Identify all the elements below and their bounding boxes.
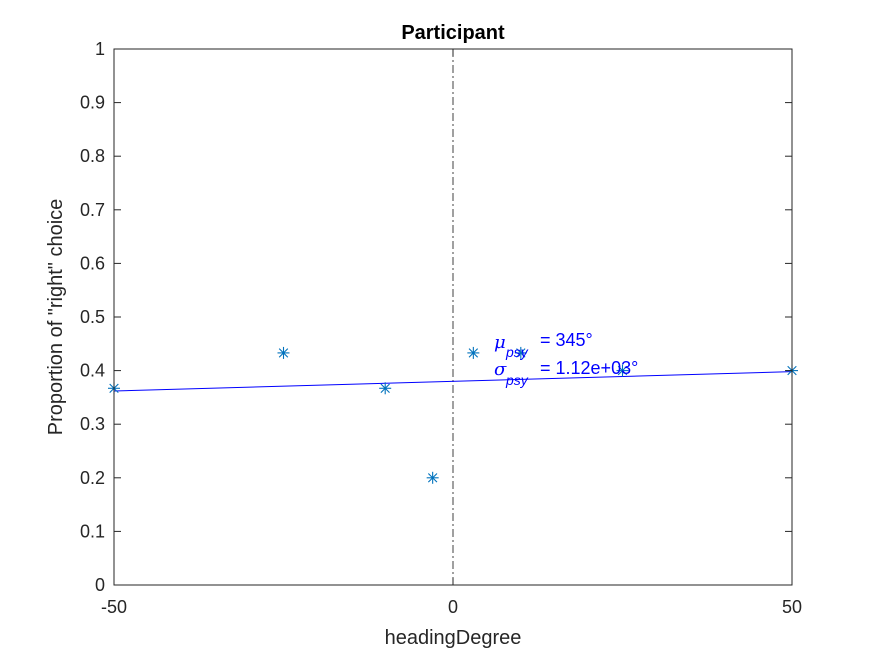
y-tick-label: 0.7 — [80, 200, 105, 220]
y-tick-label: 0.2 — [80, 468, 105, 488]
data-point — [379, 382, 392, 395]
y-tick-label: 1 — [95, 39, 105, 59]
x-tick-label: -50 — [101, 597, 127, 617]
fit-line-group — [113, 371, 793, 392]
sigma-symbol: σ — [494, 359, 507, 380]
sigma-value: = 1.12e+03° — [540, 358, 638, 378]
y-tick-label: 0.6 — [80, 253, 105, 273]
x-tick-label: 50 — [782, 597, 802, 617]
mu-subscript: psy — [505, 344, 529, 360]
y-tick-label: 0.1 — [80, 521, 105, 541]
chart-title: Participant — [401, 22, 505, 44]
data-point — [426, 471, 439, 484]
y-tick-label: 0 — [95, 575, 105, 595]
data-point — [467, 346, 480, 359]
data-point — [616, 364, 629, 377]
data-point — [277, 346, 290, 359]
x-axis-label: headingDegree — [385, 627, 522, 649]
y-tick-label: 0.8 — [80, 146, 105, 166]
mu-value: = 345° — [540, 330, 593, 350]
y-tick-label: 0.5 — [80, 307, 105, 327]
sigma-subscript: psy — [505, 372, 529, 388]
y-axis-label: Proportion of "right" choice — [45, 199, 67, 436]
fit-annotation: μ psy = 345° σ psy = 1.12e+03° — [494, 330, 638, 388]
data-point — [514, 346, 527, 359]
y-tick-label: 0.9 — [80, 93, 105, 113]
y-tick-label: 0.3 — [80, 414, 105, 434]
fit-line — [113, 371, 793, 392]
y-tick-label: 0.4 — [80, 361, 105, 381]
ticks-group: 00.10.20.30.40.50.60.70.80.91-50 0 50 — [80, 39, 802, 617]
x-tick-label: 0 — [448, 597, 458, 617]
mu-symbol: μ — [494, 332, 506, 353]
